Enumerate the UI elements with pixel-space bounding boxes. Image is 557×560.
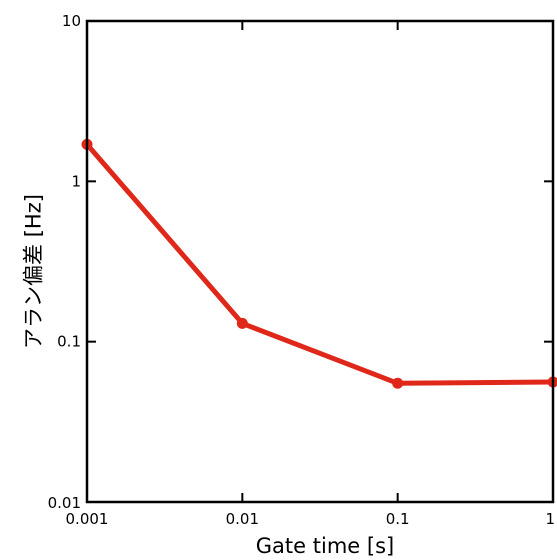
x-tick-label: 0.01 [226,510,259,528]
ticks-layer [86,20,554,503]
data-point [236,317,248,329]
x-tick-label: 1 [545,510,555,528]
data-point [392,377,404,389]
y-tick-label: 0.01 [48,494,81,512]
y-tick-label: 1 [71,172,81,190]
x-tick-label: 0.001 [66,510,109,528]
y-tick-label: 0.1 [57,333,81,351]
x-tick-label: 0.1 [386,510,410,528]
series-layer [81,138,557,389]
series-line [84,141,556,386]
y-tick-label: 10 [62,12,81,30]
x-axis-title: Gate time [s] [256,534,394,558]
plot-frame [85,19,555,504]
y-axis-title: アラン偏差 [Hz] [21,194,45,349]
